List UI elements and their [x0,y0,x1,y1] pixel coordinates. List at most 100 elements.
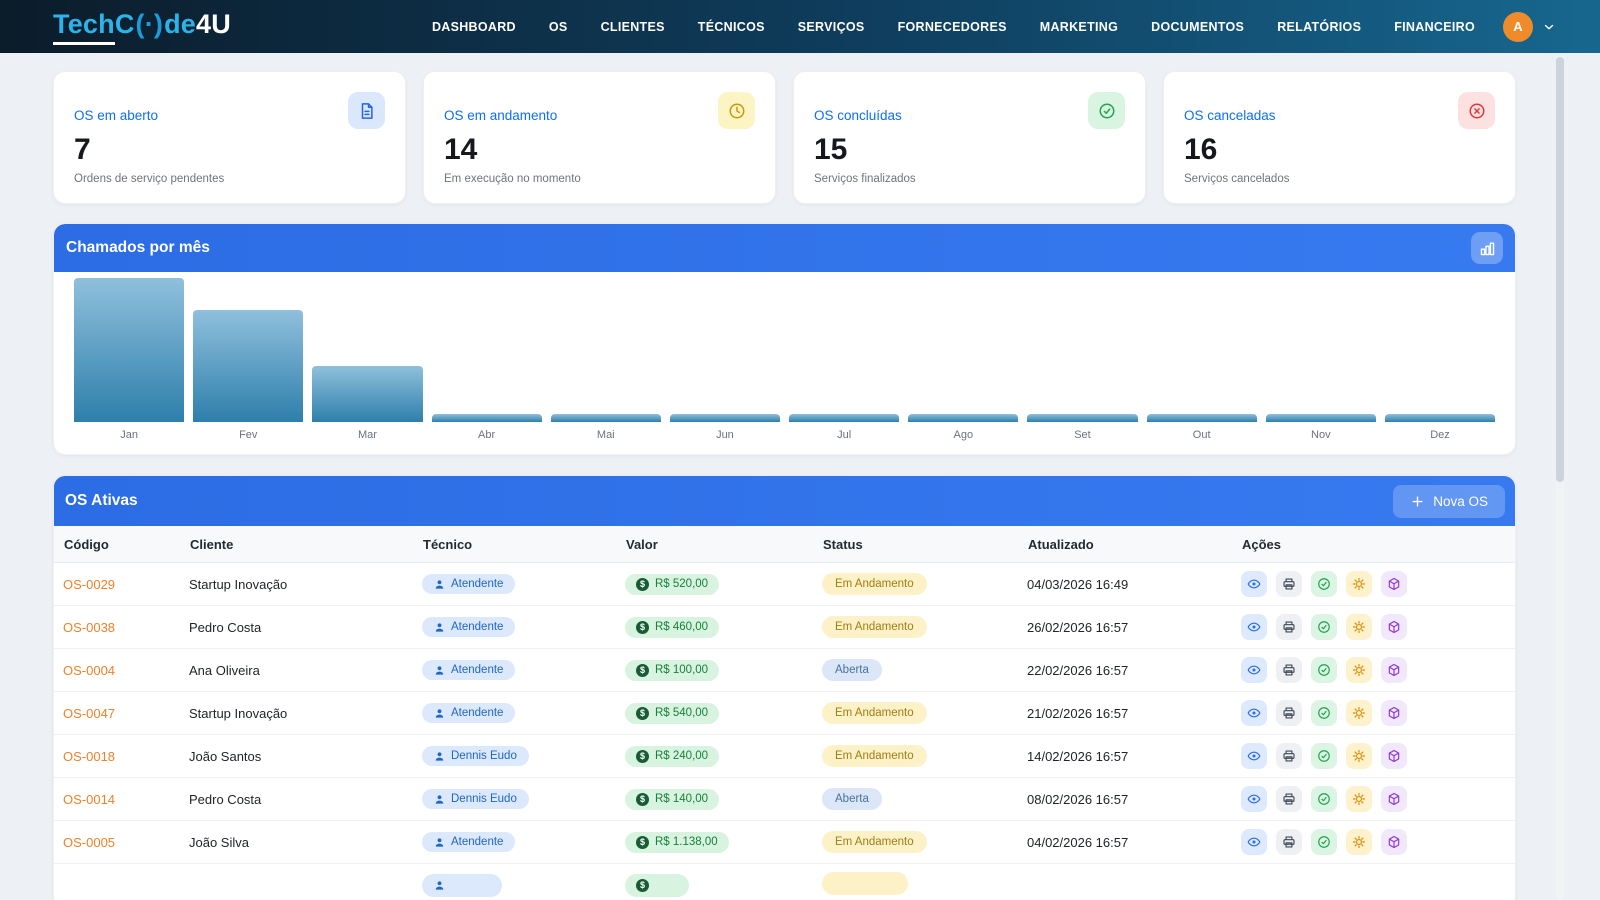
action-view-button[interactable] [1241,614,1267,640]
nav-item-marketing[interactable]: MARKETING [1040,20,1118,34]
new-os-button[interactable]: Nova OS [1393,485,1505,518]
action-settings-button[interactable] [1346,700,1372,726]
chart-bar-jun [670,414,780,422]
technician-name: Atendente [451,578,503,590]
action-package-button[interactable] [1381,571,1407,597]
value-badge: $ R$ 140,00 [625,789,719,810]
os-code-link[interactable]: OS-0018 [63,749,189,764]
os-code-link[interactable]: OS-0029 [63,577,189,592]
action-view-button[interactable] [1241,829,1267,855]
nav-item-tecnicos[interactable]: TÉCNICOS [698,20,765,34]
nav-item-fornecedores[interactable]: FORNECEDORES [898,20,1007,34]
stat-card-value: 16 [1184,133,1493,167]
chart-tick-label: Fev [193,429,303,441]
action-print-button[interactable] [1276,700,1302,726]
action-print-button[interactable] [1276,657,1302,683]
navbar: TechC(·)de4U DASHBOARD OS CLIENTES TÉCNICOS… [0,0,1600,53]
action-complete-button[interactable] [1311,657,1337,683]
nav-item-relatorios[interactable]: RELATÓRIOS [1277,20,1361,34]
action-print-button[interactable] [1276,743,1302,769]
action-complete-button[interactable] [1311,829,1337,855]
action-settings-button[interactable] [1346,614,1372,640]
check-circle-icon [1317,706,1331,720]
action-view-button[interactable] [1241,743,1267,769]
eye-icon [1247,835,1261,849]
chart-card: Chamados por mês JanFevMarAbrMaiJunJulAg… [53,223,1516,455]
scrollbar-track[interactable] [1556,55,1564,900]
chart-header: Chamados por mês [54,224,1515,272]
coin-icon: $ [636,836,649,849]
action-complete-button[interactable] [1311,571,1337,597]
action-settings-button[interactable] [1346,829,1372,855]
chart-bar-ago [908,414,1018,422]
coin-icon: $ [636,879,649,892]
stat-card-os-em-aberto: OS em aberto 7 Ordens de serviço pendent… [53,71,406,204]
check-circle-icon [1317,663,1331,677]
action-complete-button[interactable] [1311,743,1337,769]
action-settings-button[interactable] [1346,571,1372,597]
action-print-button[interactable] [1276,571,1302,597]
action-complete-button[interactable] [1311,614,1337,640]
action-print-button[interactable] [1276,786,1302,812]
os-code-link[interactable]: OS-0004 [63,663,189,678]
action-settings-button[interactable] [1346,657,1372,683]
action-complete-button[interactable] [1311,786,1337,812]
stat-card-value: 7 [74,133,383,167]
action-package-button[interactable] [1381,786,1407,812]
updated-at: 04/02/2026 16:57 [1027,835,1241,850]
technician-name: Atendente [451,707,503,719]
nav-item-financeiro[interactable]: FINANCEIRO [1394,20,1475,34]
action-view-button[interactable] [1241,571,1267,597]
nav-item-dashboard[interactable]: DASHBOARD [432,20,516,34]
technician-name: Atendente [451,621,503,633]
status-badge: Em Andamento [822,616,927,638]
os-code-link[interactable]: OS-0005 [63,835,189,850]
brand-logo[interactable]: TechC(·)de4U [53,9,231,45]
nav-item-servicos[interactable]: SERVIÇOS [798,20,865,34]
action-package-button[interactable] [1381,700,1407,726]
technician-badge: Dennis Eudo [422,746,529,766]
action-complete-button[interactable] [1311,700,1337,726]
chart-tick-label: Out [1147,429,1257,441]
os-ativas-card: OS Ativas Nova OS CódigoClienteTécnicoVa… [53,475,1516,900]
person-icon [434,751,445,762]
action-view-button[interactable] [1241,700,1267,726]
nav-item-os[interactable]: OS [549,20,568,34]
client-name: Pedro Costa [189,792,422,807]
stat-card-subtitle: Serviços finalizados [814,173,1123,185]
action-package-button[interactable] [1381,657,1407,683]
stat-card-title: OS canceladas [1184,92,1493,123]
chart-bar-out [1147,414,1257,422]
bar-chart-icon[interactable] [1471,232,1503,264]
action-settings-button[interactable] [1346,786,1372,812]
nav-item-clientes[interactable]: CLIENTES [601,20,665,34]
action-package-button[interactable] [1381,614,1407,640]
action-view-button[interactable] [1241,657,1267,683]
technician-badge: Atendente [422,703,515,723]
status-badge: Em Andamento [822,702,927,724]
action-print-button[interactable] [1276,829,1302,855]
value-amount: R$ 100,00 [655,664,708,676]
printer-icon [1282,577,1296,591]
client-name: João Silva [189,835,422,850]
avatar[interactable]: A [1503,12,1533,42]
nav-item-documentos[interactable]: DOCUMENTOS [1151,20,1244,34]
status-badge: Em Andamento [822,831,927,853]
table-row: OS-0005 João Silva Atendente $ R$ 1.138,… [54,821,1515,864]
coin-icon: $ [636,578,649,591]
action-view-button[interactable] [1241,786,1267,812]
coin-icon: $ [636,707,649,720]
value-badge: $ R$ 240,00 [625,746,719,767]
os-code-link[interactable]: OS-0014 [63,792,189,807]
action-package-button[interactable] [1381,743,1407,769]
action-package-button[interactable] [1381,829,1407,855]
scrollbar-thumb[interactable] [1556,57,1564,482]
client-name: Startup Inovação [189,577,422,592]
client-name: Ana Oliveira [189,663,422,678]
user-menu-button[interactable]: A [1503,12,1556,42]
os-code-link[interactable]: OS-0047 [63,706,189,721]
technician-badge: Atendente [422,832,515,852]
os-code-link[interactable]: OS-0038 [63,620,189,635]
action-settings-button[interactable] [1346,743,1372,769]
action-print-button[interactable] [1276,614,1302,640]
